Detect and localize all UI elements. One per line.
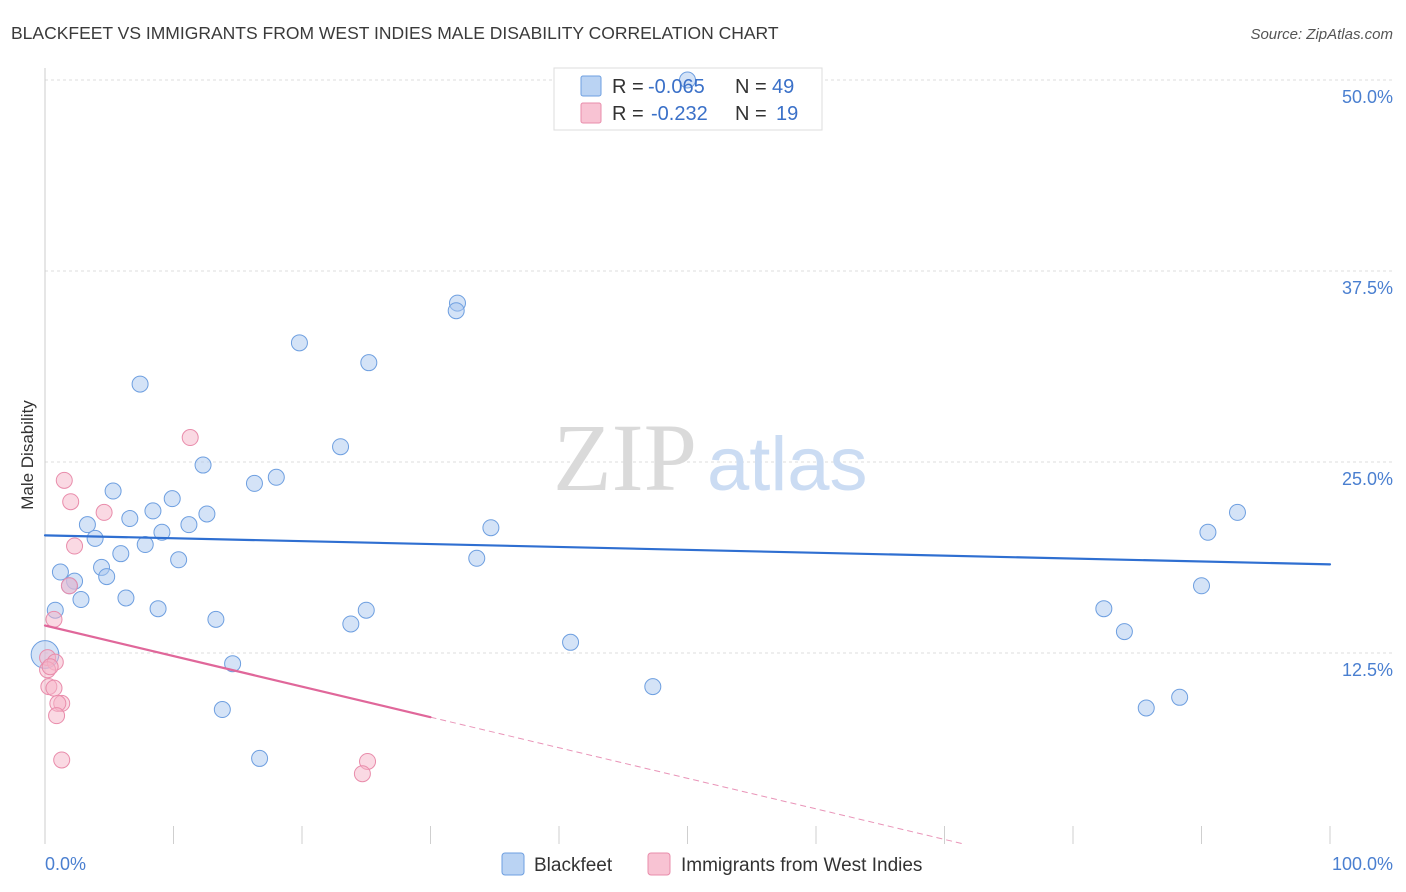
points-layer [30, 71, 1246, 783]
blackfeet-point [149, 600, 167, 618]
west-indies-trend-line [43, 624, 432, 719]
blackfeet-point [86, 529, 104, 547]
blackfeet-point [117, 589, 135, 607]
blackfeet-point [360, 354, 378, 372]
blackfeet-point [679, 71, 696, 89]
legend-n-label: N = [735, 76, 767, 98]
blackfeet-point [180, 516, 198, 534]
blackfeet-point [153, 523, 171, 541]
west-indies-point [55, 471, 73, 489]
blackfeet-point [170, 551, 188, 569]
blackfeet-point [207, 610, 225, 628]
west-indies-point [60, 577, 78, 595]
blackfeet-point [267, 468, 285, 486]
chart-source: Source: ZipAtlas.com [1250, 26, 1393, 43]
blackfeet-point [198, 505, 216, 523]
y-tick-label: 37.5% [1342, 278, 1393, 298]
blackfeet-point [51, 563, 69, 581]
blackfeet-point [1228, 503, 1246, 521]
watermark: ZIP atlas [553, 404, 868, 511]
west-indies-point [66, 537, 84, 555]
blackfeet-point [104, 482, 122, 500]
y-tick-label: 12.5% [1342, 660, 1393, 680]
legend-swatch-blackfeet [501, 852, 525, 876]
blackfeet-trend-line [43, 534, 1332, 566]
blackfeet-point [98, 568, 116, 586]
blackfeet-point [1137, 699, 1155, 717]
west-indies-point [62, 493, 80, 511]
x-tick-label: 0.0% [45, 854, 86, 874]
x-tick-layer [173, 826, 1331, 844]
west-indies-point [53, 751, 71, 769]
blackfeet-point [1115, 623, 1133, 641]
blackfeet-point [562, 633, 580, 651]
blackfeet-point [342, 615, 360, 633]
series-legend: Blackfeet Immigrants from West Indies [501, 852, 922, 876]
blackfeet-point [482, 519, 500, 537]
legend-r-value: -0.232 [651, 103, 708, 125]
blackfeet-point [144, 502, 162, 520]
legend-r-label: R = [612, 103, 644, 125]
chart-title: BLACKFEET VS IMMIGRANTS FROM WEST INDIES… [11, 23, 779, 43]
blackfeet-point [194, 456, 212, 474]
y-tick-label: 50.0% [1342, 87, 1393, 107]
stats-legend: R = -0.065 N = 49 R = -0.232 N = 19 [580, 75, 798, 125]
blackfeet-point [245, 474, 263, 492]
blackfeet-point [112, 545, 130, 563]
watermark-atlas: atlas [707, 422, 868, 507]
blackfeet-point [251, 749, 269, 767]
legend-n-value: 19 [776, 103, 798, 125]
blackfeet-point [468, 549, 486, 567]
blackfeet-point [72, 591, 90, 609]
grid-layer [45, 79, 1393, 654]
blackfeet-point [357, 601, 375, 619]
legend-label-blackfeet: Blackfeet [534, 855, 613, 876]
legend-swatch-west-indies [647, 852, 671, 876]
blackfeet-point [224, 655, 242, 673]
blackfeet-point [332, 438, 350, 456]
blackfeet-point [1193, 577, 1210, 595]
blackfeet-point [1095, 600, 1113, 618]
legend-r-value: -0.065 [648, 76, 705, 98]
legend-swatch-west-indies [580, 102, 602, 124]
x-tick-label: 100.0% [1332, 854, 1393, 874]
legend-n-value: 49 [772, 76, 794, 98]
legend-n-label: N = [735, 103, 767, 125]
y-tick-label: 25.0% [1342, 469, 1393, 489]
blackfeet-point [1171, 688, 1189, 706]
blackfeet-point [136, 536, 154, 554]
trend-layer [43, 534, 1332, 845]
legend-r-label: R = [612, 76, 644, 98]
west-indies-point [353, 765, 371, 783]
west-indies-point [41, 658, 59, 676]
blackfeet-point [163, 490, 181, 508]
blackfeet-point [1199, 523, 1217, 541]
blackfeet-point [213, 701, 231, 719]
blackfeet-point [131, 375, 149, 393]
blackfeet-point [121, 510, 139, 528]
west-indies-point [45, 679, 63, 697]
west-indies-point [48, 707, 66, 725]
blackfeet-point [644, 678, 662, 696]
legend-swatch-blackfeet [580, 75, 602, 97]
west-indies-trend-extension [430, 716, 964, 845]
west-indies-point [181, 429, 199, 447]
west-indies-point [95, 503, 113, 521]
blackfeet-point [78, 516, 96, 534]
watermark-zip: ZIP [553, 404, 697, 511]
blackfeet-point [290, 334, 308, 352]
west-indies-point [45, 610, 63, 628]
blackfeet-point [447, 302, 465, 320]
legend-label-west-indies: Immigrants from West Indies [681, 855, 922, 876]
y-axis-title: Male Disability [18, 400, 37, 510]
